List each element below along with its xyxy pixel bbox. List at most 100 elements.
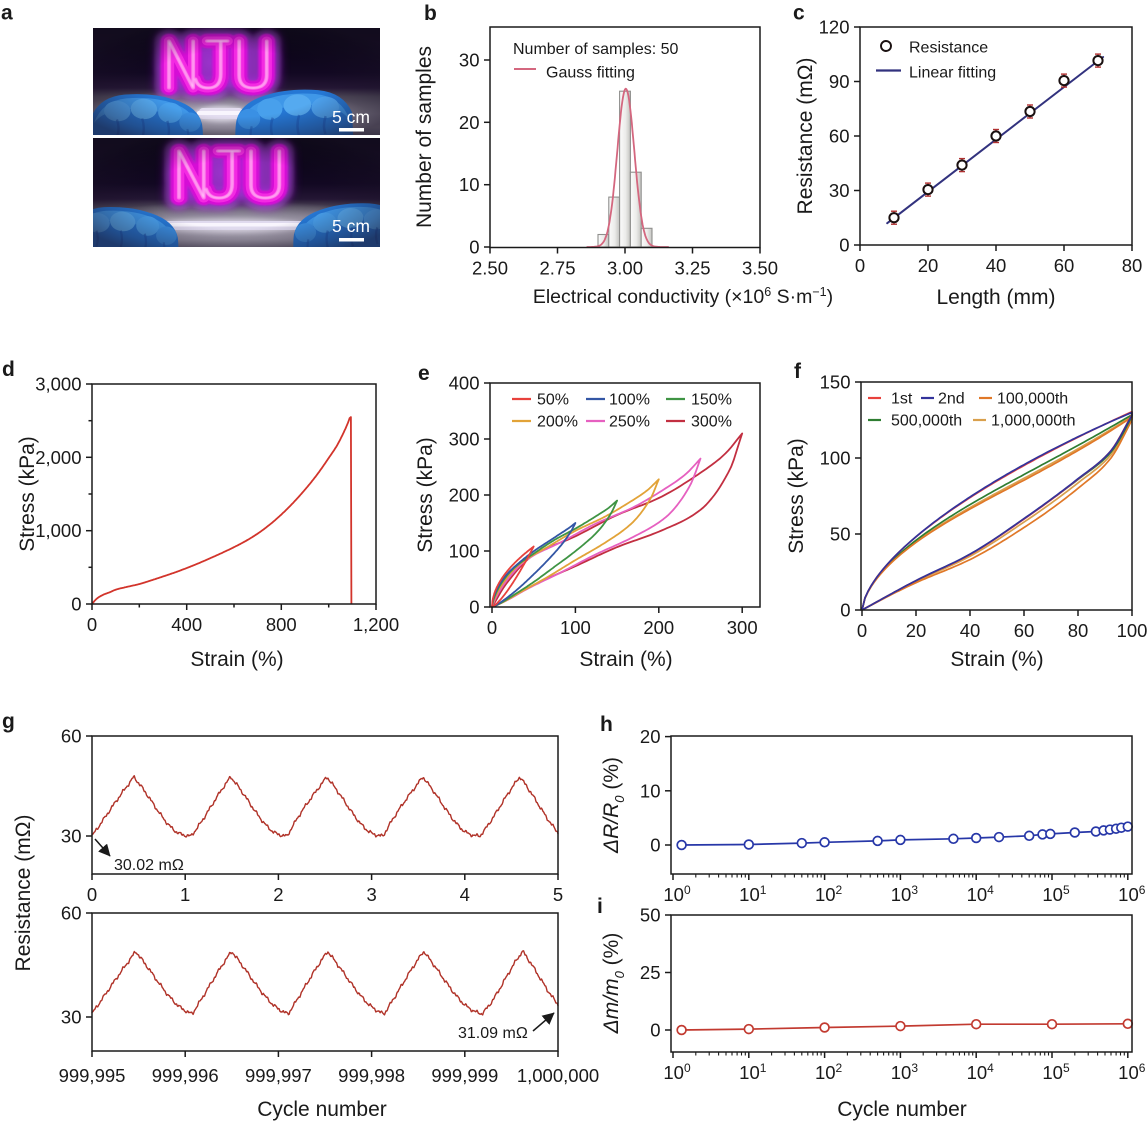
svg-text:500,000th: 500,000th — [891, 413, 962, 430]
svg-text:60: 60 — [1014, 620, 1035, 641]
svg-text:Length (mm): Length (mm) — [936, 286, 1055, 309]
svg-text:150: 150 — [820, 372, 851, 393]
svg-text:0: 0 — [469, 237, 479, 258]
svg-text:0: 0 — [87, 614, 97, 635]
svg-text:5 cm: 5 cm — [332, 216, 370, 236]
svg-text:400: 400 — [449, 373, 480, 394]
svg-text:80: 80 — [1122, 255, 1143, 276]
svg-text:Resistance (mΩ): Resistance (mΩ) — [12, 815, 35, 972]
svg-text:0: 0 — [487, 617, 497, 638]
svg-text:Linear fitting: Linear fitting — [909, 65, 996, 82]
svg-text:0: 0 — [469, 597, 479, 618]
svg-text:100%: 100% — [609, 392, 650, 409]
svg-text:0: 0 — [87, 884, 97, 905]
svg-text:60: 60 — [1054, 255, 1075, 276]
svg-text:5: 5 — [553, 884, 563, 905]
svg-text:20: 20 — [906, 620, 927, 641]
svg-text:300%: 300% — [691, 414, 732, 431]
svg-text:2: 2 — [273, 884, 283, 905]
svg-text:Stress (kPa): Stress (kPa) — [414, 437, 437, 553]
svg-text:40: 40 — [960, 620, 981, 641]
svg-text:Stress (kPa): Stress (kPa) — [785, 438, 808, 554]
svg-text:ΔR/R0 (%): ΔR/R0 (%) — [600, 757, 627, 854]
svg-text:3,000: 3,000 — [35, 374, 81, 395]
svg-text:60: 60 — [829, 126, 850, 147]
svg-text:90: 90 — [829, 71, 850, 92]
svg-text:250%: 250% — [609, 414, 650, 431]
svg-text:120: 120 — [819, 17, 850, 38]
svg-text:300: 300 — [449, 429, 480, 450]
svg-text:25: 25 — [640, 962, 661, 983]
svg-text:2,000: 2,000 — [35, 447, 81, 468]
svg-text:50: 50 — [640, 905, 661, 926]
svg-text:e: e — [418, 362, 430, 385]
svg-text:1,200: 1,200 — [353, 614, 399, 635]
svg-text:999,998: 999,998 — [338, 1065, 405, 1086]
svg-text:c: c — [793, 2, 805, 25]
svg-text:200%: 200% — [537, 414, 578, 431]
svg-text:2.50: 2.50 — [472, 258, 508, 279]
svg-text:1st: 1st — [891, 391, 913, 408]
svg-text:1,000: 1,000 — [35, 520, 81, 541]
svg-text:31.09 mΩ: 31.09 mΩ — [458, 1025, 528, 1042]
svg-text:400: 400 — [171, 614, 202, 635]
svg-text:d: d — [2, 358, 15, 381]
svg-text:Gauss fitting: Gauss fitting — [546, 65, 635, 82]
svg-text:Resistance: Resistance — [909, 40, 988, 57]
svg-text:100: 100 — [449, 541, 480, 562]
svg-text:300: 300 — [727, 617, 758, 638]
svg-text:b: b — [424, 2, 437, 25]
svg-text:3.00: 3.00 — [607, 258, 643, 279]
svg-text:200: 200 — [449, 485, 480, 506]
svg-text:a: a — [1, 2, 13, 25]
svg-text:2.75: 2.75 — [539, 258, 575, 279]
svg-text:30: 30 — [829, 180, 850, 201]
svg-text:1,000,000th: 1,000,000th — [991, 413, 1076, 430]
svg-text:100,000th: 100,000th — [997, 391, 1068, 408]
svg-text:30: 30 — [61, 826, 82, 847]
svg-text:20: 20 — [918, 255, 939, 276]
svg-text:10: 10 — [459, 174, 480, 195]
svg-text:Strain (%): Strain (%) — [579, 648, 672, 671]
svg-text:20: 20 — [459, 112, 480, 133]
svg-text:i: i — [597, 895, 603, 918]
svg-text:Δm/m0 (%): Δm/m0 (%) — [600, 933, 627, 1035]
svg-text:999,997: 999,997 — [245, 1065, 312, 1086]
svg-text:100: 100 — [1117, 620, 1148, 641]
svg-text:Number of samples: Number of samples — [413, 46, 436, 228]
svg-text:Cycle number: Cycle number — [837, 1098, 967, 1121]
svg-text:200: 200 — [643, 617, 674, 638]
svg-text:Number of samples: 50: Number of samples: 50 — [513, 41, 679, 58]
svg-text:Strain (%): Strain (%) — [190, 648, 283, 671]
svg-text:2nd: 2nd — [938, 391, 965, 408]
svg-text:10: 10 — [640, 780, 661, 801]
svg-text:150%: 150% — [691, 392, 732, 409]
svg-text:Cycle number: Cycle number — [257, 1098, 387, 1121]
svg-text:5 cm: 5 cm — [332, 107, 370, 127]
svg-text:0: 0 — [71, 594, 81, 615]
svg-text:1: 1 — [180, 884, 190, 905]
svg-text:30.02 mΩ: 30.02 mΩ — [114, 857, 184, 874]
svg-text:50: 50 — [830, 524, 851, 545]
svg-text:f: f — [794, 360, 802, 383]
svg-text:999,995: 999,995 — [59, 1065, 126, 1086]
svg-text:60: 60 — [61, 903, 82, 924]
svg-text:Stress (kPa): Stress (kPa) — [16, 436, 39, 552]
svg-text:50%: 50% — [537, 392, 569, 409]
svg-text:0: 0 — [857, 620, 867, 641]
svg-text:0: 0 — [650, 1020, 660, 1041]
svg-text:h: h — [600, 713, 613, 736]
svg-text:999,999: 999,999 — [431, 1065, 498, 1086]
svg-text:0: 0 — [840, 600, 850, 621]
svg-text:800: 800 — [266, 614, 297, 635]
svg-text:Strain (%): Strain (%) — [950, 648, 1043, 671]
svg-text:40: 40 — [986, 255, 1007, 276]
svg-text:80: 80 — [1068, 620, 1089, 641]
svg-text:Resistance (mΩ): Resistance (mΩ) — [794, 58, 817, 215]
svg-text:100: 100 — [560, 617, 591, 638]
svg-text:4: 4 — [460, 884, 470, 905]
svg-text:0: 0 — [650, 835, 660, 856]
svg-text:30: 30 — [61, 1007, 82, 1028]
svg-text:3: 3 — [366, 884, 376, 905]
svg-text:20: 20 — [640, 726, 661, 747]
